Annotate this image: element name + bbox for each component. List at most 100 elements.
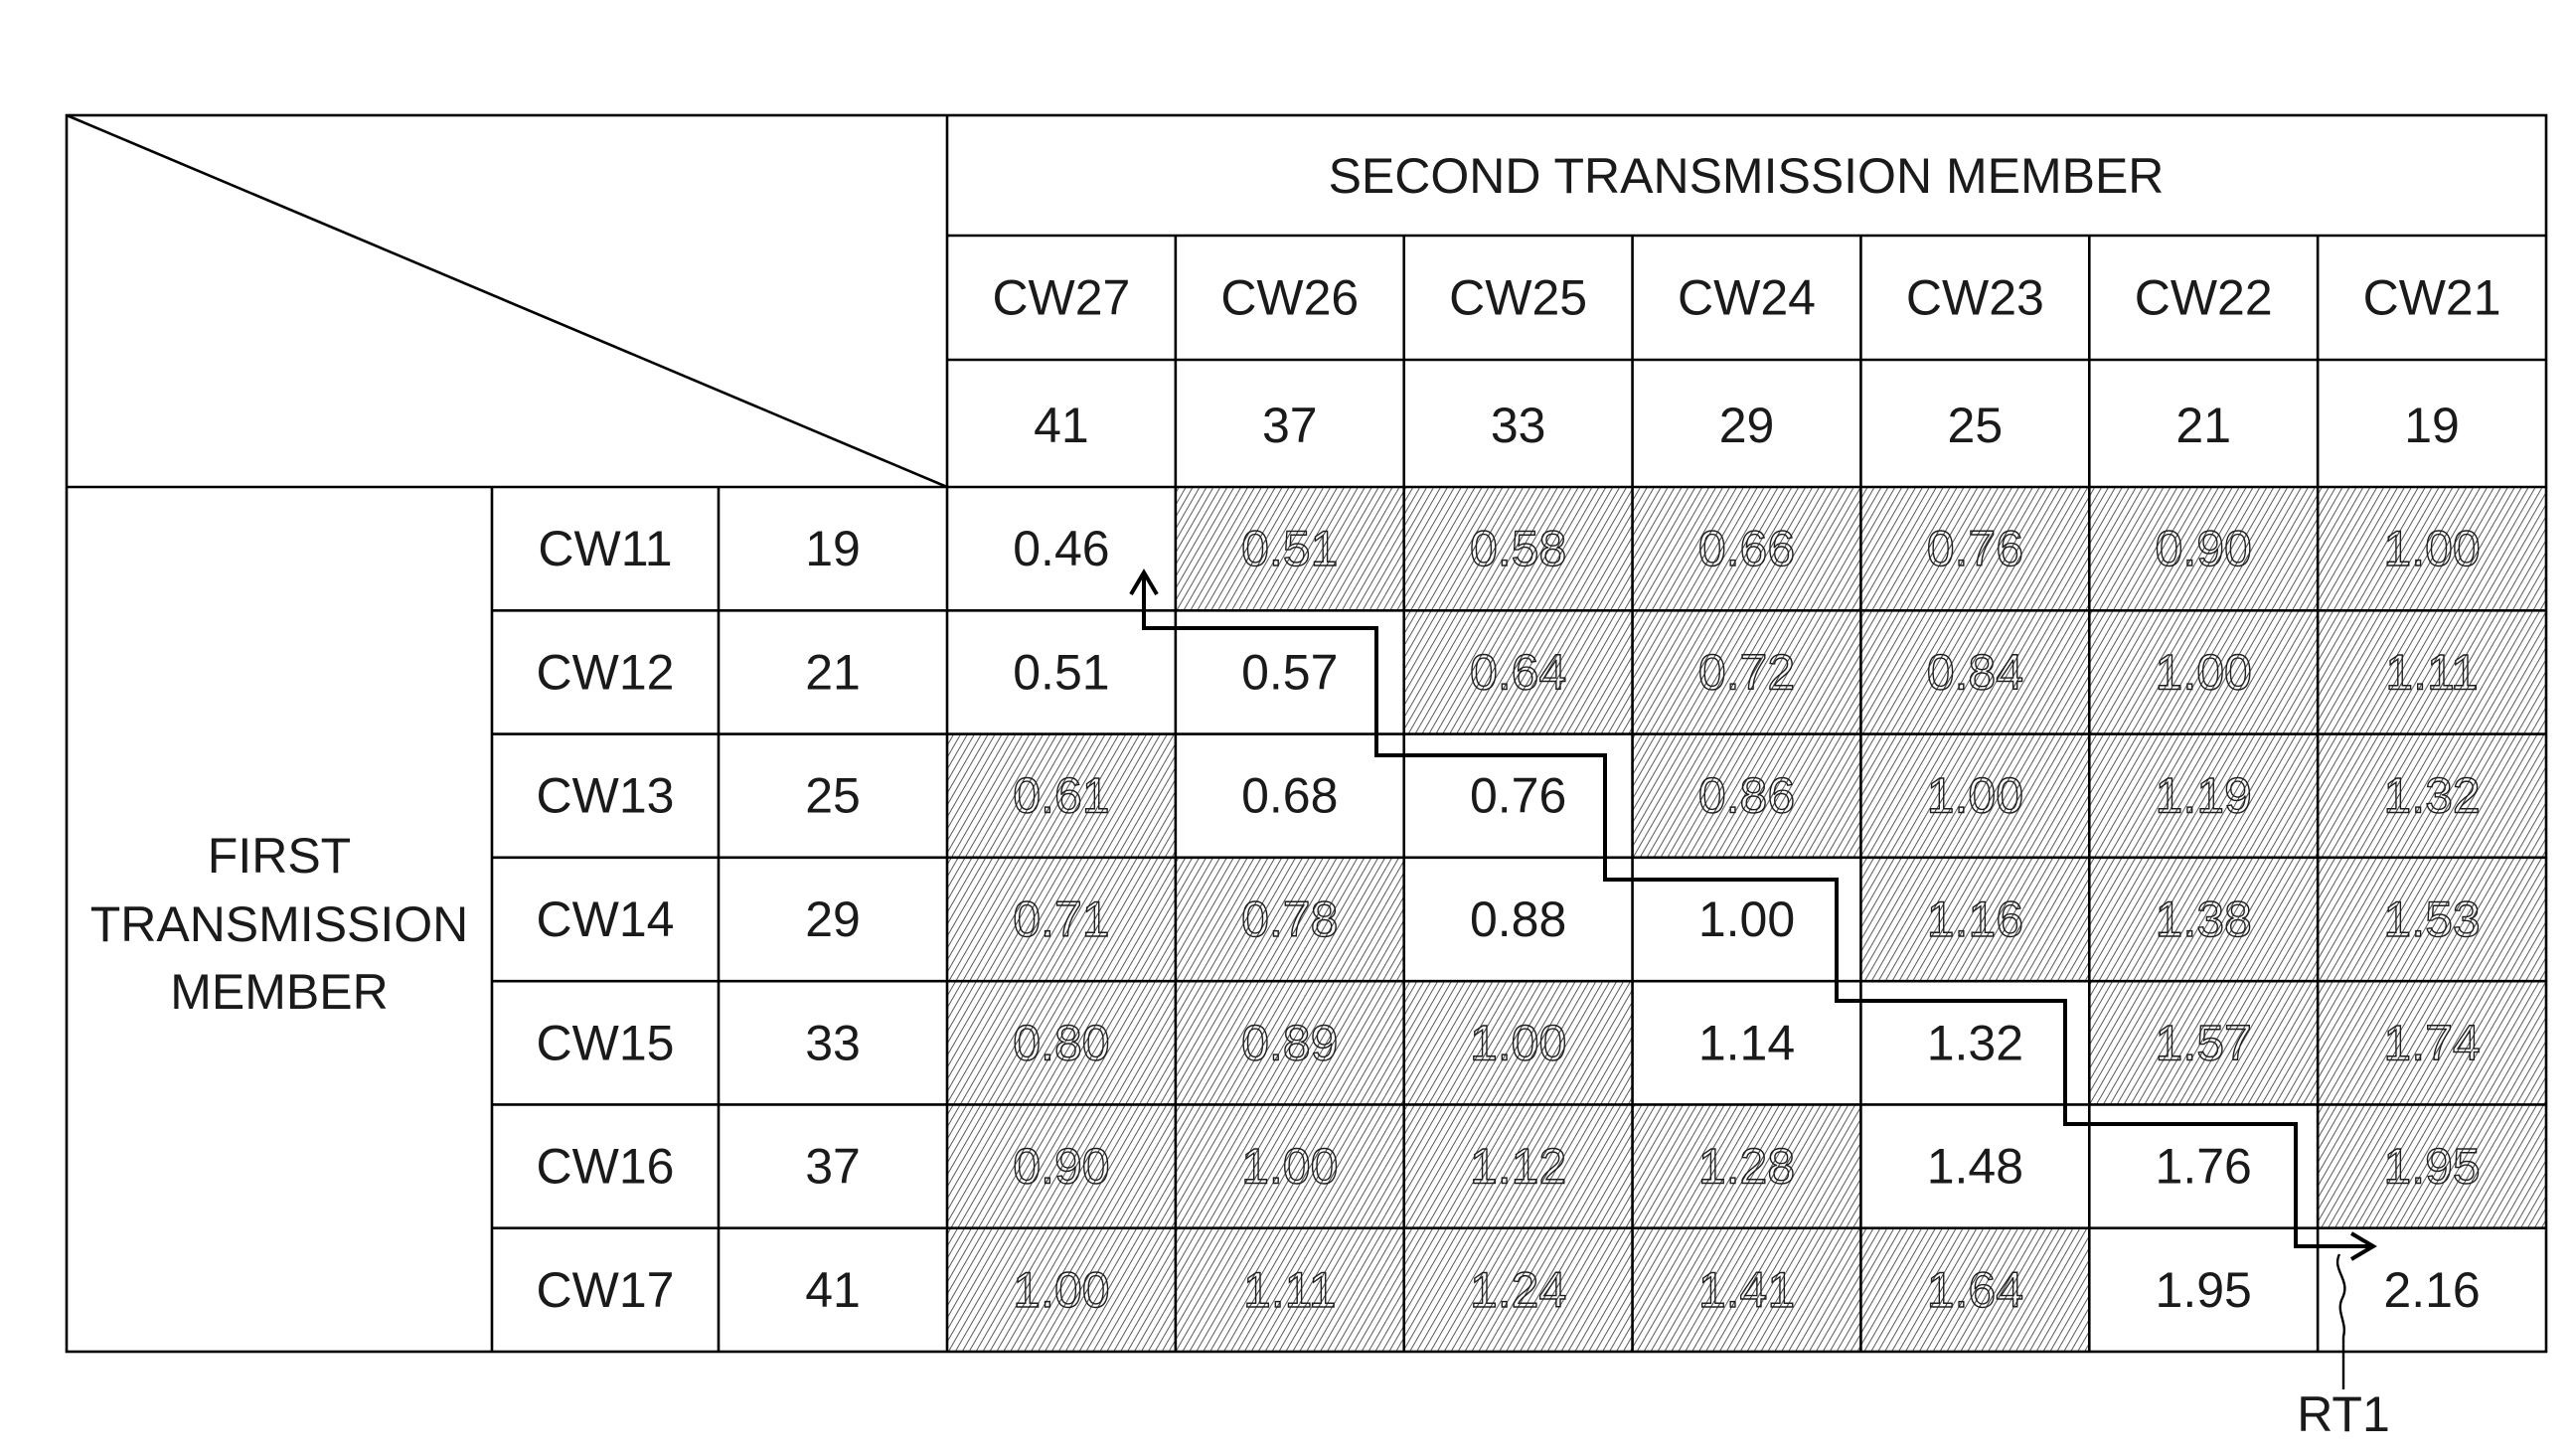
row-name-label: CW17 xyxy=(537,1262,675,1318)
row-name-label: CW13 xyxy=(537,768,675,824)
ratio-cell-value: 1.95 xyxy=(2383,1139,2480,1195)
column-name-label: CW22 xyxy=(2135,270,2273,326)
hatched-cell-fill xyxy=(1632,1104,1861,1228)
ratio-cell-value: 1.00 xyxy=(1013,1262,1109,1318)
hatched-cell-fill xyxy=(1403,487,1633,611)
route-rt1-end-arrowhead xyxy=(2349,1231,2377,1261)
ratio-cell-value: 0.72 xyxy=(1698,644,1795,700)
table-grid xyxy=(65,113,2548,1354)
ratio-cell-value: 0.89 xyxy=(1241,1015,1338,1070)
column-value-label: 25 xyxy=(1948,398,2004,453)
ratio-cell-value: 0.86 xyxy=(1698,768,1795,824)
hatched-cell-fill xyxy=(2089,733,2319,858)
ratio-cell-value: 0.46 xyxy=(1013,521,1109,576)
hatched-cell-fill xyxy=(947,1104,1176,1228)
hatched-cell-fill xyxy=(947,981,1176,1105)
row-name-label: CW12 xyxy=(537,644,675,700)
column-value-label: 33 xyxy=(1491,398,1546,453)
column-value-label: 29 xyxy=(1719,398,1775,453)
hatched-cell-fill xyxy=(1403,981,1633,1105)
route-rt1: RT1 xyxy=(1129,568,2390,1442)
hatched-cell-fill xyxy=(2318,981,2546,1105)
row-group-label-line-2: TRANSMISSION xyxy=(90,896,469,952)
hatched-cell-fill xyxy=(947,1227,1176,1352)
row-value-label: 33 xyxy=(805,1015,861,1070)
ratio-cell-value: 1.11 xyxy=(1243,1262,1337,1318)
ratio-cell-value: 0.90 xyxy=(1013,1139,1109,1195)
ratio-cell-value: 0.61 xyxy=(1013,768,1109,824)
row-value-label: 41 xyxy=(805,1262,861,1318)
hatched-cell-fill xyxy=(1632,610,1861,734)
ratio-cell-value: 1.00 xyxy=(1241,1139,1338,1195)
ratio-cell-value: 1.41 xyxy=(1698,1262,1795,1318)
hatched-cell-fill xyxy=(1175,981,1404,1105)
ratio-cell-value: 0.78 xyxy=(1241,891,1338,947)
ratio-cell-value: 1.12 xyxy=(1470,1139,1566,1195)
hatched-cell-fill xyxy=(1175,487,1404,611)
ratio-cell-value: 1.00 xyxy=(1698,891,1795,947)
route-rt1-step-line xyxy=(1142,574,2371,1248)
column-value-label: 41 xyxy=(1034,398,1089,453)
hatched-cells xyxy=(947,487,2546,1352)
route-rt1-leader-line xyxy=(2336,1253,2346,1389)
ratio-cell-value: 1.11 xyxy=(2385,644,2479,700)
hatched-cell-fill xyxy=(1632,733,1861,858)
hatched-cell-fill xyxy=(2318,857,2546,982)
hatched-cell-fill xyxy=(1175,857,1404,982)
ratio-cell-value: 1.32 xyxy=(2383,768,2480,824)
ratio-cell-value: 0.71 xyxy=(1013,891,1109,947)
row-value-label: 37 xyxy=(805,1139,861,1195)
route-rt1-label: RT1 xyxy=(2297,1386,2390,1442)
table-text: SECOND TRANSMISSION MEMBER FIRST TRANSMI… xyxy=(90,148,2501,1319)
row-value-label: 25 xyxy=(805,768,861,824)
ratio-cell-value: 0.68 xyxy=(1241,768,1338,824)
ratio-cell-value: 1.19 xyxy=(2156,768,2252,824)
hatched-cell-fill xyxy=(1860,610,2090,734)
ratio-cell-value: 0.76 xyxy=(1470,768,1566,824)
ratio-cell-value: 1.48 xyxy=(1927,1139,2023,1195)
hatched-cell-fill xyxy=(1632,1227,1861,1352)
ratio-cell-value: 0.90 xyxy=(2156,521,2252,576)
ratio-cell-value: 1.28 xyxy=(1698,1139,1795,1195)
ratio-cell-value: 0.66 xyxy=(1698,521,1795,576)
row-value-label: 19 xyxy=(805,521,861,576)
hatched-cell-fill xyxy=(2089,981,2319,1105)
hatched-cell-fill xyxy=(1860,733,2090,858)
ratio-cell-value: 1.00 xyxy=(1470,1015,1566,1070)
ratio-cell-value: 1.53 xyxy=(2383,891,2480,947)
ratio-cell-value: 0.51 xyxy=(1241,521,1338,576)
ratio-cell-value: 1.00 xyxy=(1927,768,2023,824)
column-value-label: 37 xyxy=(1262,398,1318,453)
hatched-cell-fill xyxy=(1403,1227,1633,1352)
ratio-cell-value: 1.00 xyxy=(2383,521,2480,576)
row-group-label-line-1: FIRST xyxy=(208,828,351,884)
row-name-label: CW16 xyxy=(537,1139,675,1195)
hatched-cell-fill xyxy=(947,733,1176,858)
ratio-cell-value: 1.14 xyxy=(1698,1015,1795,1070)
ratio-cell-value: 1.00 xyxy=(2156,644,2252,700)
ratio-cell-value: 2.16 xyxy=(2383,1262,2480,1318)
column-value-label: 21 xyxy=(2175,398,2231,453)
hatched-cell-fill xyxy=(2318,1104,2546,1228)
column-group-label: SECOND TRANSMISSION MEMBER xyxy=(1329,148,2165,204)
row-group-label-line-3: MEMBER xyxy=(170,964,388,1020)
hatched-cell-fill xyxy=(2318,487,2546,611)
hatched-cell-fill xyxy=(2318,610,2546,734)
route-rt1-start-arrowhead xyxy=(1129,568,1159,596)
ratio-cell-value: 0.84 xyxy=(1927,644,2023,700)
hatched-cell-fill xyxy=(1403,610,1633,734)
hatched-cell-fill xyxy=(1403,1104,1633,1228)
column-name-label: CW23 xyxy=(1906,270,2044,326)
hatched-cell-fill xyxy=(2089,487,2319,611)
row-name-label: CW11 xyxy=(538,521,672,576)
ratio-cell-value: 1.16 xyxy=(1927,891,2023,947)
hatched-cell-fill xyxy=(1175,1104,1404,1228)
hatched-cell-fill xyxy=(1175,1227,1404,1352)
row-name-label: CW15 xyxy=(537,1015,675,1070)
column-name-label: CW26 xyxy=(1220,270,1359,326)
column-name-label: CW21 xyxy=(2363,270,2501,326)
hatched-cell-fill xyxy=(1860,487,2090,611)
hatched-cell-fill xyxy=(1632,487,1861,611)
ratio-cell-value: 1.95 xyxy=(2156,1262,2252,1318)
column-name-label: CW25 xyxy=(1449,270,1587,326)
